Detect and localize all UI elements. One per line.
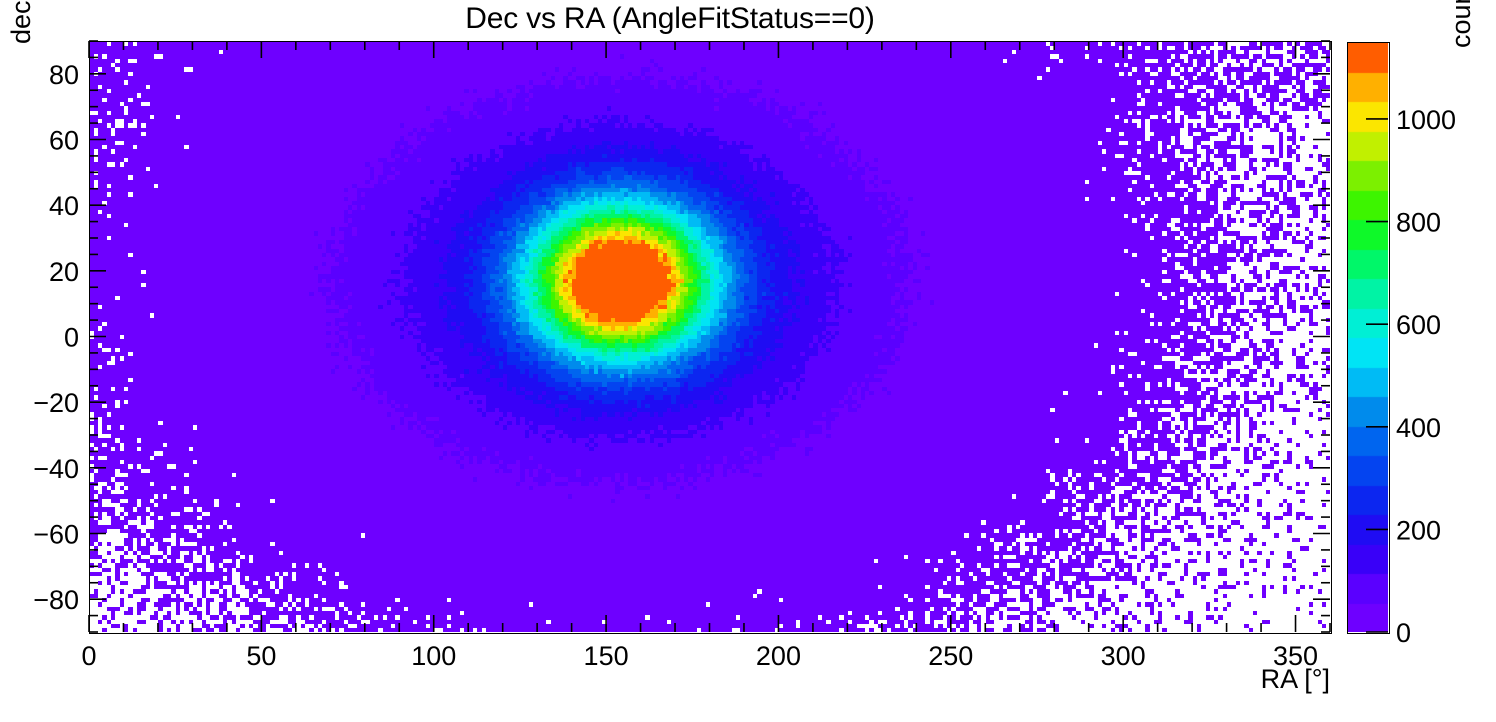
y-axis-tick-label: 20 [49,257,79,287]
colorbar-tick-label: 800 [1396,208,1441,238]
colorbar-title: count [1446,0,1476,48]
x-axis-tick-label: 50 [246,641,276,671]
x-axis-tick-label: 350 [1273,641,1318,671]
y-axis-tick-label: 0 [64,323,79,353]
colorbar-tick-label: 600 [1396,310,1441,340]
x-axis-tick-label: 250 [928,641,973,671]
x-axis-tick-label: 300 [1101,641,1146,671]
color-palette-bar [1347,42,1388,632]
colorbar-tick-label: 0 [1396,618,1411,648]
y-axis-tick-label: −20 [33,388,79,418]
x-axis-title: RA [°] [1261,664,1330,694]
x-axis-tick-label: 200 [756,641,801,671]
y-axis-tick-label: 60 [49,126,79,156]
y-axis-tick-label: −40 [33,454,79,484]
x-axis-tick-label: 150 [584,641,629,671]
y-axis-tick-label: 80 [49,60,79,90]
y-axis-tick-label: −80 [33,585,79,615]
histogram-2d-plot [89,41,1330,632]
y-axis-tick-label: −60 [33,520,79,550]
y-axis-tick-label: 40 [49,191,79,221]
x-axis-tick-label: 0 [81,641,96,671]
colorbar-tick-label: 1000 [1396,105,1456,135]
x-axis-tick-label: 100 [411,641,456,671]
page-title: Dec vs RA (AngleFitStatus==0) [465,2,875,35]
colorbar-tick-label: 200 [1396,515,1441,545]
colorbar-tick-label: 400 [1396,413,1441,443]
